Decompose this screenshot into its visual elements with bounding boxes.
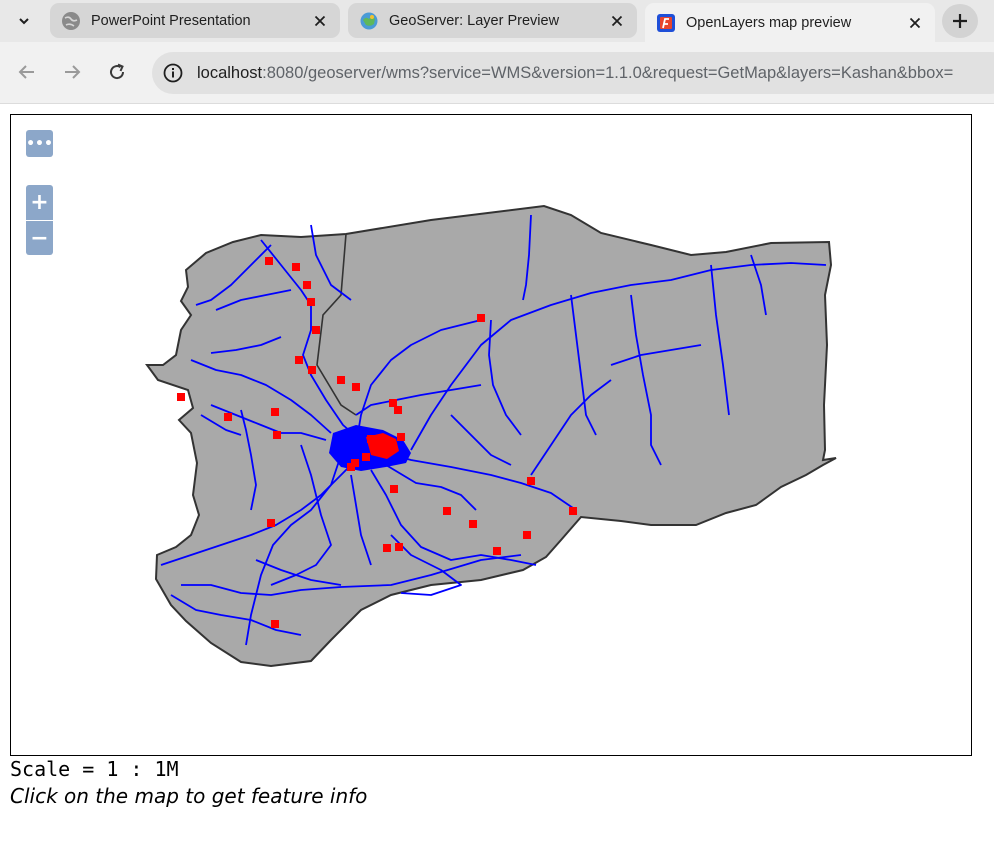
road-line	[195, 244, 272, 306]
reload-button[interactable]	[103, 58, 131, 86]
internal-boundary	[316, 233, 357, 416]
point-marker[interactable]	[389, 399, 397, 407]
point-marker[interactable]	[469, 520, 477, 528]
point-marker[interactable]	[312, 326, 320, 334]
road-line	[210, 336, 282, 354]
road-network	[160, 214, 827, 646]
point-marker[interactable]	[271, 620, 279, 628]
point-marker[interactable]	[395, 543, 403, 551]
point-marker[interactable]	[527, 477, 535, 485]
site-info-icon[interactable]	[163, 63, 183, 83]
plus-icon	[953, 14, 967, 28]
close-tab-icon[interactable]	[904, 12, 926, 34]
point-marker[interactable]	[523, 531, 531, 539]
road-line	[355, 384, 482, 416]
point-features	[177, 257, 577, 628]
arrow-left-icon	[18, 65, 34, 79]
road-line	[215, 289, 292, 311]
url-text[interactable]: localhost:8080/geoserver/wms?service=WMS…	[197, 64, 953, 83]
tab-title: PowerPoint Presentation	[91, 12, 251, 29]
road-line	[200, 414, 242, 436]
zoom-out-button[interactable]: −	[26, 221, 53, 255]
close-tab-icon[interactable]	[309, 10, 331, 32]
road-line	[190, 359, 332, 434]
openlayers-icon	[657, 13, 675, 32]
road-line	[350, 474, 372, 566]
arrow-right-icon	[65, 65, 81, 79]
url-host: localhost	[197, 63, 263, 82]
road-line	[255, 559, 342, 586]
new-tab-button[interactable]	[942, 4, 978, 38]
road-line	[488, 319, 522, 436]
point-marker[interactable]	[362, 453, 370, 461]
urban-point-cluster	[366, 433, 399, 459]
tab-search-button[interactable]	[10, 8, 38, 34]
tab-title: OpenLayers map preview	[686, 14, 852, 31]
road-line	[355, 319, 482, 446]
point-marker[interactable]	[443, 507, 451, 515]
point-marker[interactable]	[477, 314, 485, 322]
layer-options-button[interactable]: •••	[26, 130, 53, 157]
forward-button[interactable]	[58, 58, 86, 86]
point-marker[interactable]	[224, 413, 232, 421]
tab-openlayers[interactable]: OpenLayers map preview	[645, 3, 935, 42]
point-marker[interactable]	[397, 433, 405, 441]
road-line	[310, 224, 352, 301]
zoom-in-button[interactable]: +	[26, 185, 53, 220]
road-line	[170, 594, 302, 636]
address-bar[interactable]: localhost:8080/geoserver/wms?service=WMS…	[152, 52, 994, 94]
road-line	[570, 294, 597, 436]
point-marker[interactable]	[265, 257, 273, 265]
back-button[interactable]	[13, 58, 41, 86]
point-marker[interactable]	[352, 383, 360, 391]
point-marker[interactable]	[303, 281, 311, 289]
road-line	[160, 459, 357, 566]
point-marker[interactable]	[177, 393, 185, 401]
chevron-down-icon	[19, 18, 29, 25]
road-line	[530, 379, 612, 476]
tab-geoserver[interactable]: GeoServer: Layer Preview	[348, 3, 637, 38]
road-line	[245, 454, 342, 646]
road-line	[710, 264, 730, 416]
road-line	[390, 534, 462, 596]
map-viewport[interactable]: ••• + −	[10, 114, 972, 756]
road-line	[522, 214, 532, 301]
road-line	[750, 254, 767, 316]
road-line	[370, 469, 537, 566]
road-line	[240, 409, 257, 511]
point-marker[interactable]	[307, 298, 315, 306]
point-marker[interactable]	[337, 376, 345, 384]
geoserver-icon	[360, 12, 378, 29]
tab-title: GeoServer: Layer Preview	[389, 12, 560, 29]
road-line	[181, 554, 522, 596]
kashan-region	[145, 204, 837, 668]
point-marker[interactable]	[383, 544, 391, 552]
point-marker[interactable]	[308, 366, 316, 374]
globe-icon	[62, 11, 80, 30]
zoom-control	[24, 183, 55, 257]
road-line	[410, 262, 827, 451]
point-marker[interactable]	[273, 431, 281, 439]
browser-toolbar: localhost:8080/geoserver/wms?service=WMS…	[0, 42, 994, 104]
point-marker[interactable]	[292, 263, 300, 271]
tab-strip: PowerPoint Presentation GeoServer: Layer…	[0, 0, 994, 42]
map-layer[interactable]	[11, 115, 972, 756]
url-path: :8080/geoserver/wms?service=WMS&version=…	[262, 63, 954, 82]
tab-powerpoint[interactable]: PowerPoint Presentation	[50, 3, 340, 38]
reload-icon	[110, 63, 125, 80]
close-tab-icon[interactable]	[606, 10, 628, 32]
road-line	[610, 344, 702, 366]
point-marker[interactable]	[267, 519, 275, 527]
feature-info-hint: Click on the map to get feature info	[10, 784, 368, 808]
point-marker[interactable]	[295, 356, 303, 364]
road-line	[630, 294, 662, 466]
road-line	[450, 414, 512, 466]
point-marker[interactable]	[569, 507, 577, 515]
point-marker[interactable]	[394, 406, 402, 414]
scale-label: Scale = 1 : 1M	[10, 757, 179, 781]
point-marker[interactable]	[271, 408, 279, 416]
point-marker[interactable]	[347, 463, 355, 471]
point-marker[interactable]	[493, 547, 501, 555]
point-marker[interactable]	[390, 485, 398, 493]
